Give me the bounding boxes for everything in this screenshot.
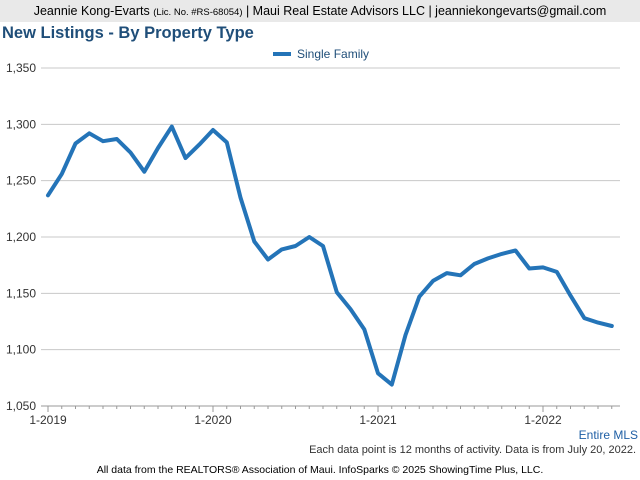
legend-label-single-family: Single Family bbox=[297, 47, 370, 61]
agent-license: (Lic. No. #RS-68054) bbox=[153, 7, 243, 18]
x-tick-label: 1-2020 bbox=[194, 413, 232, 427]
agent-contact: | Maui Real Estate Advisors LLC | jeanni… bbox=[242, 4, 607, 18]
chart-legend: Single Family bbox=[273, 46, 369, 62]
chart-title: New Listings - By Property Type bbox=[2, 24, 254, 42]
data-source: All data from the REALTORS® Association … bbox=[96, 464, 544, 476]
market-label[interactable]: Entire MLS bbox=[578, 428, 638, 442]
y-tick-label: 1,100 bbox=[6, 343, 36, 357]
y-tick-label: 1,050 bbox=[6, 399, 36, 413]
agent-name: Jeannie Kong-Evarts bbox=[33, 4, 150, 18]
series-line-single-family bbox=[46, 124, 614, 387]
x-tick-label: 1-2022 bbox=[524, 413, 562, 427]
y-tick-label: 1,150 bbox=[6, 286, 36, 300]
x-tick-label: 1-2021 bbox=[359, 413, 397, 427]
y-tick-label: 1,200 bbox=[6, 230, 36, 244]
y-tick-label: 1,250 bbox=[6, 174, 36, 188]
y-tick-label: 1,350 bbox=[6, 61, 36, 75]
data-footnote: Each data point is 12 months of activity… bbox=[309, 444, 636, 456]
x-tick-label: 1-2019 bbox=[29, 413, 67, 427]
legend-swatch-single-family bbox=[273, 52, 291, 56]
y-tick-label: 1,300 bbox=[6, 117, 36, 131]
agent-header: Jeannie Kong-Evarts (Lic. No. #RS-68054)… bbox=[0, 0, 640, 22]
